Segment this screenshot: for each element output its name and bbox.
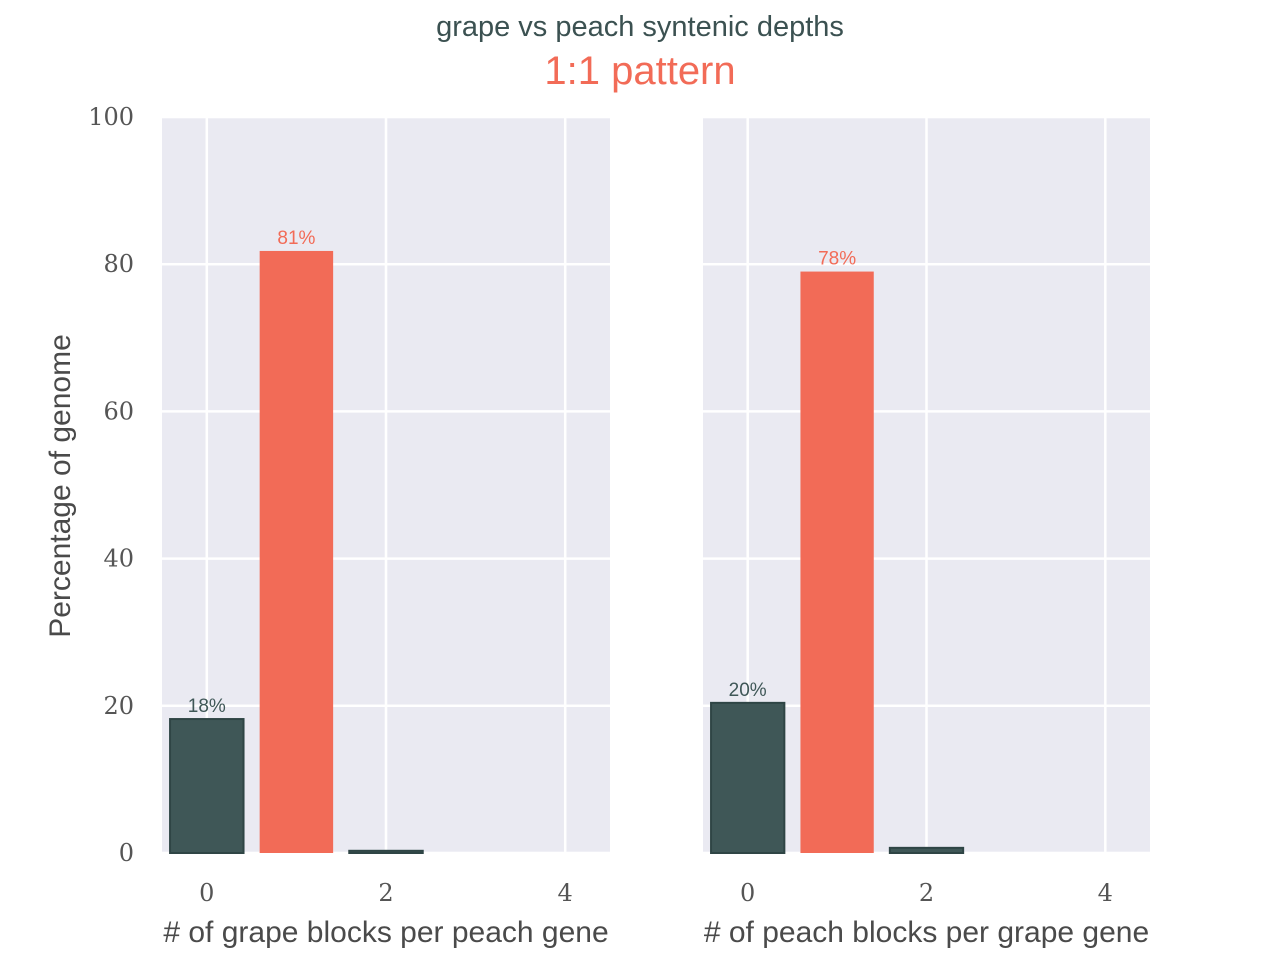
bar <box>169 718 245 854</box>
bar-data-label: 18% <box>188 696 226 717</box>
x-tick-label: 0 <box>199 879 214 907</box>
y-tick-label: 80 <box>103 250 134 278</box>
bar-data-label: 20% <box>729 680 767 701</box>
x-tick-label: 4 <box>558 879 573 907</box>
panel-1: 0 20 40 60 80 100 0 2 4 # of grape blocks per pea… <box>88 103 610 949</box>
chart-subtitle: 1:1 pattern <box>544 49 735 93</box>
x-tick-label: 0 <box>740 879 755 907</box>
y-tick-label: 100 <box>88 103 134 131</box>
y-tick-label: 60 <box>103 397 134 425</box>
bar-data-label: 78% <box>818 249 856 270</box>
bar <box>800 271 874 853</box>
panel-2: 0 2 4 # of peach blocks per grape gene 20% 78… <box>703 115 1150 949</box>
x-axis-label: # of grape blocks per peach gene <box>163 916 608 949</box>
y-tick-label: 0 <box>119 839 134 867</box>
x-tick-label: 2 <box>378 879 393 907</box>
bar <box>259 250 334 853</box>
x-tick-label: 4 <box>1098 879 1113 907</box>
y-tick-label: 40 <box>103 545 134 573</box>
bar-data-label: 81% <box>277 228 315 249</box>
bar <box>888 846 965 855</box>
y-axis-label: Percentage of genome <box>44 334 77 638</box>
x-tick-label: 2 <box>919 879 934 907</box>
x-axis-label: # of peach blocks per grape gene <box>704 916 1149 949</box>
bar <box>710 701 786 855</box>
y-tick-label: 20 <box>103 692 134 720</box>
chart-title: grape vs peach syntenic depths <box>436 11 844 43</box>
bar <box>348 849 424 854</box>
